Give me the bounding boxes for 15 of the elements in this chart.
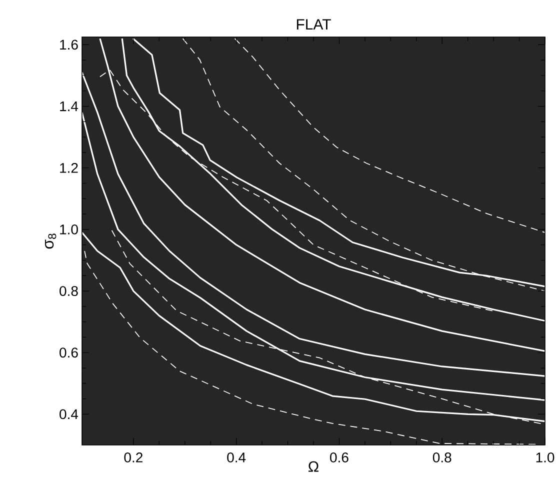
x-tick-label: 0.4 <box>227 452 246 462</box>
y-axis-title: σ$_{8}$ <box>45 234 56 249</box>
x-tick-label: 0.2 <box>124 452 142 462</box>
chart-title: FLAT <box>296 19 331 30</box>
y-tick-label: 0.6 <box>60 348 78 358</box>
y-tick-label: 1.6 <box>60 40 78 50</box>
x-tick-label: 1.0 <box>536 452 554 462</box>
x-tick-label: 0.6 <box>330 452 348 462</box>
y-tick-label: 1.0 <box>60 224 78 234</box>
y-tick-label: 0.4 <box>60 409 78 420</box>
x-axis-title: Ω <box>308 461 318 472</box>
x-tick-label: 0.8 <box>432 452 452 462</box>
y-tick-label: 0.8 <box>60 286 78 296</box>
y-tick-label: 1.4 <box>60 101 78 112</box>
y-tick-label: 1.2 <box>60 162 78 173</box>
